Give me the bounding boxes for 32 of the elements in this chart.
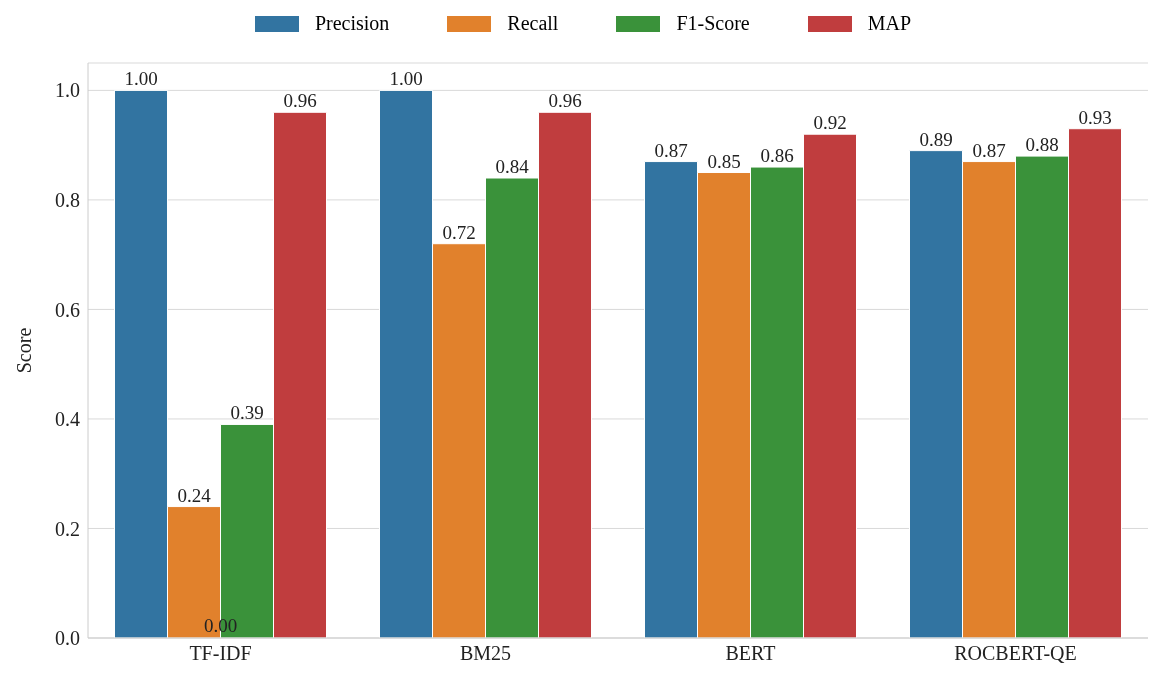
data-label: 0.96	[283, 90, 317, 112]
y-tick-label: 1.0	[55, 79, 80, 102]
legend-label: F1-Score	[676, 12, 750, 35]
y-tick-label: 0.8	[55, 189, 80, 211]
y-tick-label: 0.4	[55, 408, 80, 431]
y-tick-label: 0.2	[55, 517, 80, 540]
y-tick-label: 0.6	[55, 298, 80, 321]
x-tick-label: ROCBERT-QE	[954, 642, 1077, 665]
data-label: 0.84	[495, 156, 530, 177]
data-label: 0.89	[919, 128, 953, 150]
data-label: 0.87	[654, 139, 688, 161]
data-label: 1.00	[124, 68, 158, 90]
data-label: 0.86	[760, 145, 794, 167]
annotation: 0.00	[203, 615, 238, 636]
legend-label: Recall	[507, 12, 559, 35]
data-label: 0.24	[177, 484, 212, 506]
data-label: 0.92	[813, 112, 847, 134]
data-label: 0.96	[548, 90, 582, 112]
y-axis-title: Score	[13, 327, 36, 374]
data-label: 0.87	[972, 139, 1006, 161]
data-label: 0.93	[1078, 106, 1112, 128]
x-tick-label: BERT	[725, 642, 776, 665]
y-tick-label: 0.0	[55, 627, 80, 650]
data-label: 1.00	[389, 68, 423, 90]
x-tick-label: BM25	[459, 642, 512, 665]
x-tick-label: TF-IDF	[189, 642, 252, 665]
legend-label: MAP	[867, 12, 912, 35]
data-label: 0.72	[442, 221, 476, 243]
data-label: 0.39	[230, 402, 264, 424]
data-label: 0.85	[707, 150, 741, 172]
legend-label: Precision	[314, 12, 390, 35]
data-label: 0.88	[1025, 134, 1059, 156]
